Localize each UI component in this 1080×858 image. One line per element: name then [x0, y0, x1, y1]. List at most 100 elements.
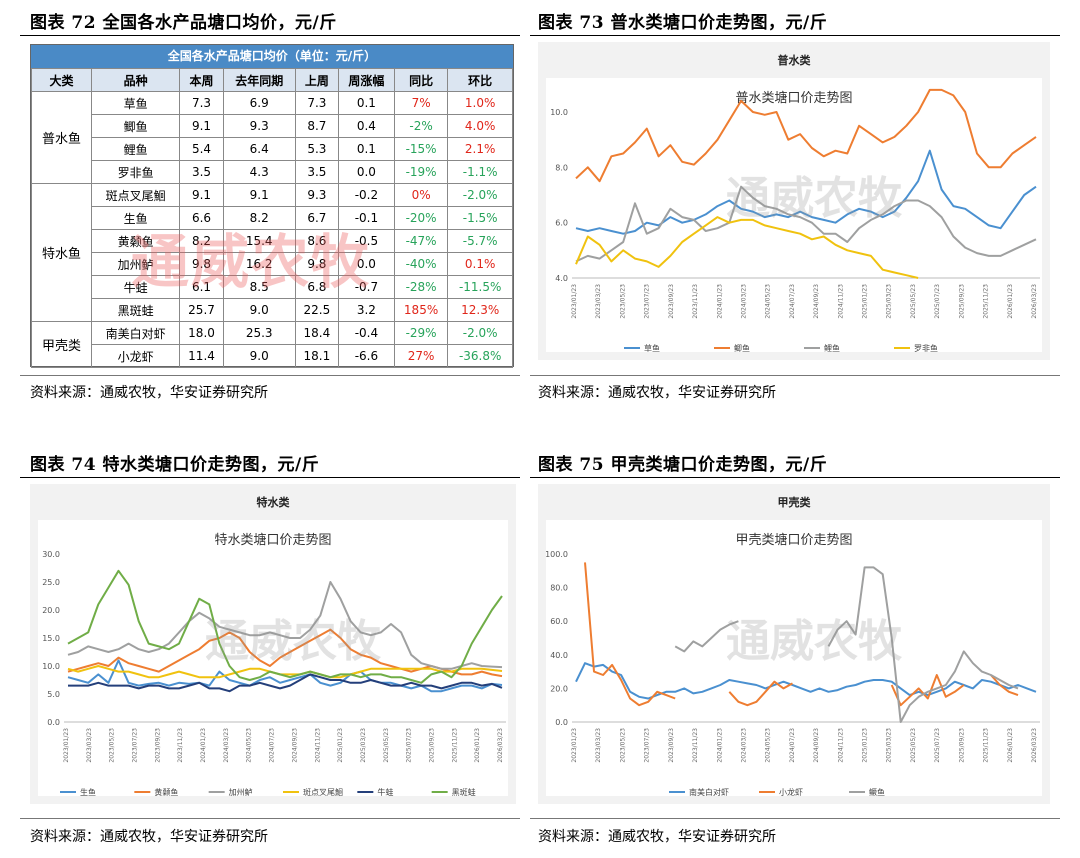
y-tick-label: 30.0 [42, 550, 60, 559]
table-cell-name: 生鱼 [90, 206, 181, 230]
fig72-caption: 图表 72 全国各水产品塘口均价，元/斤 [30, 13, 337, 33]
series-line-5 [67, 569, 503, 684]
table-cell-wk: -0.1 [337, 206, 395, 230]
x-tick-label: 2024/07/23 [789, 284, 796, 319]
table-cell-mom: -11.5% [447, 275, 513, 299]
table-cell-wk: -0.7 [337, 275, 395, 299]
table-cell-cur: 25.7 [179, 298, 224, 322]
y-tick-label: 20.0 [42, 606, 60, 615]
table-cell-yoy: -28% [393, 275, 449, 299]
x-tick-label: 2023/11/23 [692, 728, 699, 763]
x-tick-label: 2025/07/23 [406, 728, 413, 763]
chart-header: 甲壳类 [778, 495, 812, 509]
price-table-header-cell: 同比 [393, 68, 449, 92]
x-tick-label: 2025/01/23 [337, 728, 344, 763]
table-cell-mom: -5.7% [447, 229, 513, 253]
table-cell-ly: 4.3 [222, 160, 296, 184]
table-row: 普水鱼 草鱼 7.3 6.9 7.3 0.1 7% 1.0% [31, 91, 513, 184]
table-cell-mom: -2.0% [447, 321, 513, 345]
table-row: 鲤鱼 5.4 6.4 5.3 0.1 -15% 2.1% [32, 137, 513, 161]
x-tick-label: 2025/07/23 [934, 728, 941, 763]
table-cell-yoy: 7% [393, 91, 449, 115]
table-cell-prev: 6.7 [294, 206, 339, 230]
fig75-source: 资料来源：通威农牧，华安证券研究所 [538, 829, 776, 845]
table-cell-mom: 0.1% [447, 252, 513, 276]
table-cell-yoy: -29% [393, 321, 449, 345]
table-row: 生鱼 6.6 8.2 6.7 -0.1 -20% -1.5% [32, 206, 513, 230]
table-cell-prev: 3.5 [294, 160, 339, 184]
series-line-3 [67, 665, 503, 679]
table-cell-prev: 22.5 [294, 298, 339, 322]
table-cell-name: 南美白对虾 [90, 321, 181, 345]
x-tick-label: 2025/11/23 [451, 728, 458, 763]
fig73-source: 资料来源：通威农牧，华安证券研究所 [538, 385, 776, 401]
series-line-2 [674, 566, 1019, 723]
x-tick-label: 2026/01/23 [474, 728, 481, 763]
table-cell-prev: 18.1 [294, 344, 339, 368]
x-tick-label: 2023/09/23 [668, 284, 675, 319]
y-tick-label: 20.0 [550, 684, 568, 693]
price-table-panel: 全国各水产品塘口均价（单位：元/斤） 大类 品种 本周 去年同期 上周 周涨幅 同比 环比 普… [30, 44, 514, 368]
chart-teshui-panel: 特水类 特水类塘口价走势图 0.0 5.0 10.0 15.0 20.0 25.0 30.0 20… [30, 484, 516, 804]
table-row: 罗非鱼 3.5 4.3 3.5 0.0 -19% -1.1% [32, 160, 513, 184]
x-tick-label: 2023/05/23 [109, 728, 116, 763]
table-cell-name: 黄颡鱼 [90, 229, 181, 253]
x-tick-label: 2024/11/23 [314, 728, 321, 763]
category-cell: 普水鱼 [31, 91, 92, 184]
table-cell-cur: 9.1 [179, 183, 224, 207]
price-table-header-cell: 去年同期 [222, 68, 296, 92]
table-row: 牛蛙 6.1 8.5 6.8 -0.7 -28% -11.5% [32, 275, 513, 299]
y-tick-label: 10.0 [550, 108, 568, 117]
price-table-header-row: 大类 品种 本周 去年同期 上周 周涨幅 同比 环比 [31, 68, 513, 92]
table-cell-yoy: 27% [393, 344, 449, 368]
series-line-1 [584, 562, 1019, 707]
table-cell-ly: 15.4 [222, 229, 296, 253]
x-tick-label: 2023/03/23 [86, 728, 93, 763]
chart-header: 特水类 [257, 495, 291, 509]
y-tick-label: 100.0 [545, 550, 568, 559]
table-cell-cur: 6.6 [179, 206, 224, 230]
y-tick-label: 5.0 [47, 690, 60, 699]
fig72-caption-rule [20, 35, 520, 36]
plot-area [546, 520, 1042, 796]
chart-pushui-panel: 普水类 普水类塘口价走势图 4.0 6.0 8.0 10.0 2023/01/23 2023/… [538, 42, 1050, 360]
plot-area [38, 520, 508, 796]
table-cell-name: 草鱼 [90, 91, 181, 115]
x-tick-label: 2026/03/23 [497, 728, 504, 763]
price-table: 大类 品种 本周 去年同期 上周 周涨幅 同比 环比 普水鱼 草鱼 7.3 6.9 7.3 0.1 7% 1… [31, 68, 513, 368]
table-cell-cur: 7.3 [179, 91, 224, 115]
series-line-0 [575, 149, 1037, 235]
chart-watermark: 通威农牧 [726, 173, 903, 224]
table-row: 甲壳类 南美白对虾 18.0 25.3 18.4 -0.4 -29% -2.0% [31, 321, 513, 368]
x-tick-label: 2025/01/23 [862, 284, 869, 319]
series-line-2 [575, 185, 1037, 263]
table-cell-yoy: -15% [393, 137, 449, 161]
table-cell-ly: 8.5 [222, 275, 296, 299]
table-cell-mom: -1.5% [447, 206, 513, 230]
table-cell-name: 加州鲈 [90, 252, 181, 276]
table-cell-prev: 7.3 [294, 91, 339, 115]
table-cell-mom: 2.1% [447, 137, 513, 161]
table-row: 黄颡鱼 8.2 15.4 8.6 -0.5 -47% -5.7% [32, 229, 513, 253]
y-tick-label: 10.0 [42, 662, 60, 671]
x-tick-label: 2026/01/23 [1007, 284, 1014, 319]
legend-label: 加州鲈 [229, 787, 253, 797]
y-tick-label: 60.0 [550, 617, 568, 626]
x-tick-label: 2023/09/23 [154, 728, 161, 763]
x-tick-label: 2024/07/23 [269, 728, 276, 763]
table-cell-ly: 9.1 [222, 183, 296, 207]
table-cell-mom: -2.0% [447, 183, 513, 207]
table-cell-mom: -1.1% [447, 160, 513, 184]
price-table-title: 全国各水产品塘口均价（单位：元/斤） [31, 45, 513, 68]
legend-label: 草鱼 [644, 343, 660, 353]
x-tick-label: 2023/03/23 [595, 284, 602, 319]
table-cell-cur: 3.5 [179, 160, 224, 184]
table-cell-name: 斑点叉尾鮰 [90, 183, 181, 207]
x-tick-label: 2024/01/23 [716, 284, 723, 319]
x-tick-label: 2024/09/23 [813, 284, 820, 319]
x-tick-label: 2025/09/23 [958, 728, 965, 763]
table-cell-ly: 9.0 [222, 298, 296, 322]
fig72-bottom-rule [20, 375, 520, 376]
table-row: 鲫鱼 9.1 9.3 8.7 0.4 -2% 4.0% [32, 114, 513, 138]
